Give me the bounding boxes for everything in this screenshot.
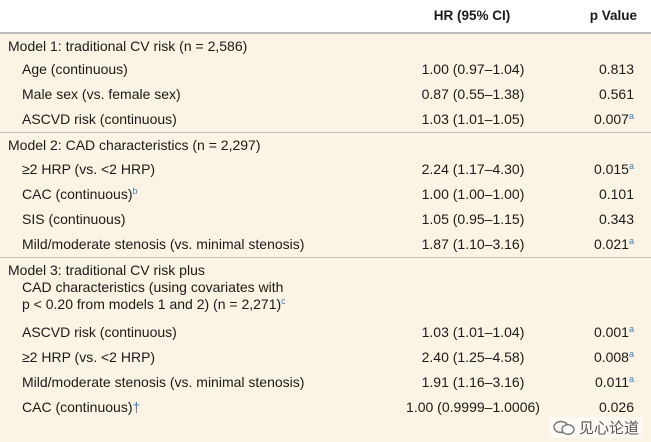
hr-value: 1.03 (1.01–1.04) [421, 324, 525, 340]
table-row: ASCVD risk (continuous) 1.03 (1.01–1.05)… [0, 107, 651, 132]
hr-value: 1.00 (0.9999–1.0006) [406, 399, 540, 415]
p-value: 0.001a [593, 324, 634, 340]
p-value: 0.021a [593, 236, 634, 252]
model2-section-row: Model 2: CAD characteristics (n = 2,297) [0, 132, 651, 158]
model3-title-line2: CAD characteristics (using covariates wi… [22, 279, 284, 295]
table-row: CAC (continuous)b 1.00 (1.00–1.00) 0.101 [0, 182, 651, 207]
table-row: SIS (continuous) 1.05 (0.95–1.15) 0.343 [0, 207, 651, 232]
model1-section-row: Model 1: traditional CV risk (n = 2,586) [0, 33, 651, 59]
row-label: SIS (continuous) [22, 211, 126, 227]
footnote-marker: a [628, 349, 634, 359]
table-row: Male sex (vs. female sex) 0.87 (0.55–1.3… [0, 82, 651, 107]
dagger-marker: † [132, 399, 141, 415]
table-row: ≥2 HRP (vs. <2 HRP) 2.24 (1.17–4.30) 0.0… [0, 157, 651, 182]
row-label: ASCVD risk (continuous) [22, 324, 177, 340]
p-value: 0.008a [593, 349, 634, 365]
p-value: 0.561 [598, 86, 634, 102]
watermark-text: 见心论道 [578, 420, 639, 437]
p-value: 0.101 [598, 186, 634, 202]
row-label: CAC (continuous)† [22, 399, 141, 415]
table-row: Mild/moderate stenosis (vs. minimal sten… [0, 232, 651, 257]
footnote-marker: a [628, 374, 634, 384]
row-label: Mild/moderate stenosis (vs. minimal sten… [22, 374, 305, 390]
watermark: 见心论道 [548, 417, 643, 438]
footnote-marker: a [628, 161, 634, 171]
footnote-marker: a [628, 324, 634, 334]
row-label: ASCVD risk (continuous) [22, 111, 177, 127]
hr-value: 2.24 (1.17–4.30) [421, 161, 525, 177]
row-label: ≥2 HRP (vs. <2 HRP) [22, 349, 156, 365]
row-label: Mild/moderate stenosis (vs. minimal sten… [22, 236, 305, 252]
footnote-marker: a [628, 111, 634, 121]
hr-value: 1.91 (1.16–3.16) [421, 374, 525, 390]
model3-section-row: Model 3: traditional CV risk plus CAD ch… [0, 257, 651, 324]
table-header: HR (95% CI) p Value [0, 0, 651, 33]
table-row: CAC (continuous)† 1.00 (0.9999–1.0006) 0… [0, 395, 651, 442]
p-value: 0.007a [593, 111, 634, 127]
footnote-marker: c [281, 296, 286, 306]
hr-value: 1.00 (0.97–1.04) [421, 61, 525, 77]
p-value: 0.015a [593, 161, 634, 177]
footnote-marker: b [132, 186, 138, 196]
model1-title: Model 1: traditional CV risk (n = 2,586) [8, 38, 248, 54]
p-value: 0.026 [598, 399, 634, 415]
p-value: 0.011a [594, 374, 634, 390]
model3-title-line3: p < 0.20 from models 1 and 2) (n = 2,271… [22, 296, 286, 312]
hr-value: 0.87 (0.55–1.38) [421, 86, 525, 102]
hr-value: 1.00 (1.00–1.00) [421, 186, 525, 202]
chat-bubble-icon [553, 420, 575, 435]
p-value: 0.343 [598, 211, 634, 227]
p-value-column-header: p Value [589, 8, 637, 23]
table-row: ≥2 HRP (vs. <2 HRP) 2.40 (1.25–4.58) 0.0… [0, 345, 651, 370]
table-row: ASCVD risk (continuous) 1.03 (1.01–1.04)… [0, 320, 651, 345]
hr-value: 1.03 (1.01–1.05) [421, 111, 525, 127]
hr-column-header: HR (95% CI) [433, 8, 511, 23]
table-row: Age (continuous) 1.00 (0.97–1.04) 0.813 [0, 57, 651, 82]
p-value: 0.813 [598, 61, 634, 77]
row-label: Male sex (vs. female sex) [22, 86, 181, 102]
row-label: ≥2 HRP (vs. <2 HRP) [22, 161, 156, 177]
row-label: CAC (continuous)b [22, 186, 138, 202]
model3-title-line1: Model 3: traditional CV risk plus [8, 262, 205, 278]
hr-value: 1.05 (0.95–1.15) [421, 211, 525, 227]
footnote-marker: a [628, 236, 634, 246]
hr-value: 1.87 (1.10–3.16) [421, 236, 525, 252]
hr-value: 2.40 (1.25–4.58) [421, 349, 525, 365]
row-label: Age (continuous) [22, 61, 128, 77]
table-row: Mild/moderate stenosis (vs. minimal sten… [0, 370, 651, 395]
model2-title: Model 2: CAD characteristics (n = 2,297) [8, 137, 261, 153]
